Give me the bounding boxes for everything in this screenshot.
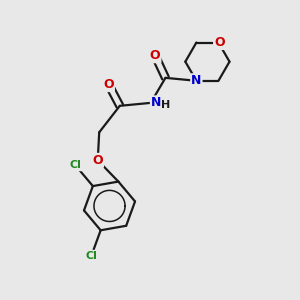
Text: Cl: Cl <box>70 160 81 170</box>
Text: O: O <box>92 154 103 167</box>
Text: N: N <box>151 96 161 110</box>
Text: N: N <box>191 74 202 87</box>
Text: O: O <box>150 49 160 62</box>
Text: Cl: Cl <box>85 251 97 261</box>
Text: O: O <box>103 78 114 91</box>
Text: O: O <box>214 36 225 49</box>
Text: H: H <box>161 100 171 110</box>
